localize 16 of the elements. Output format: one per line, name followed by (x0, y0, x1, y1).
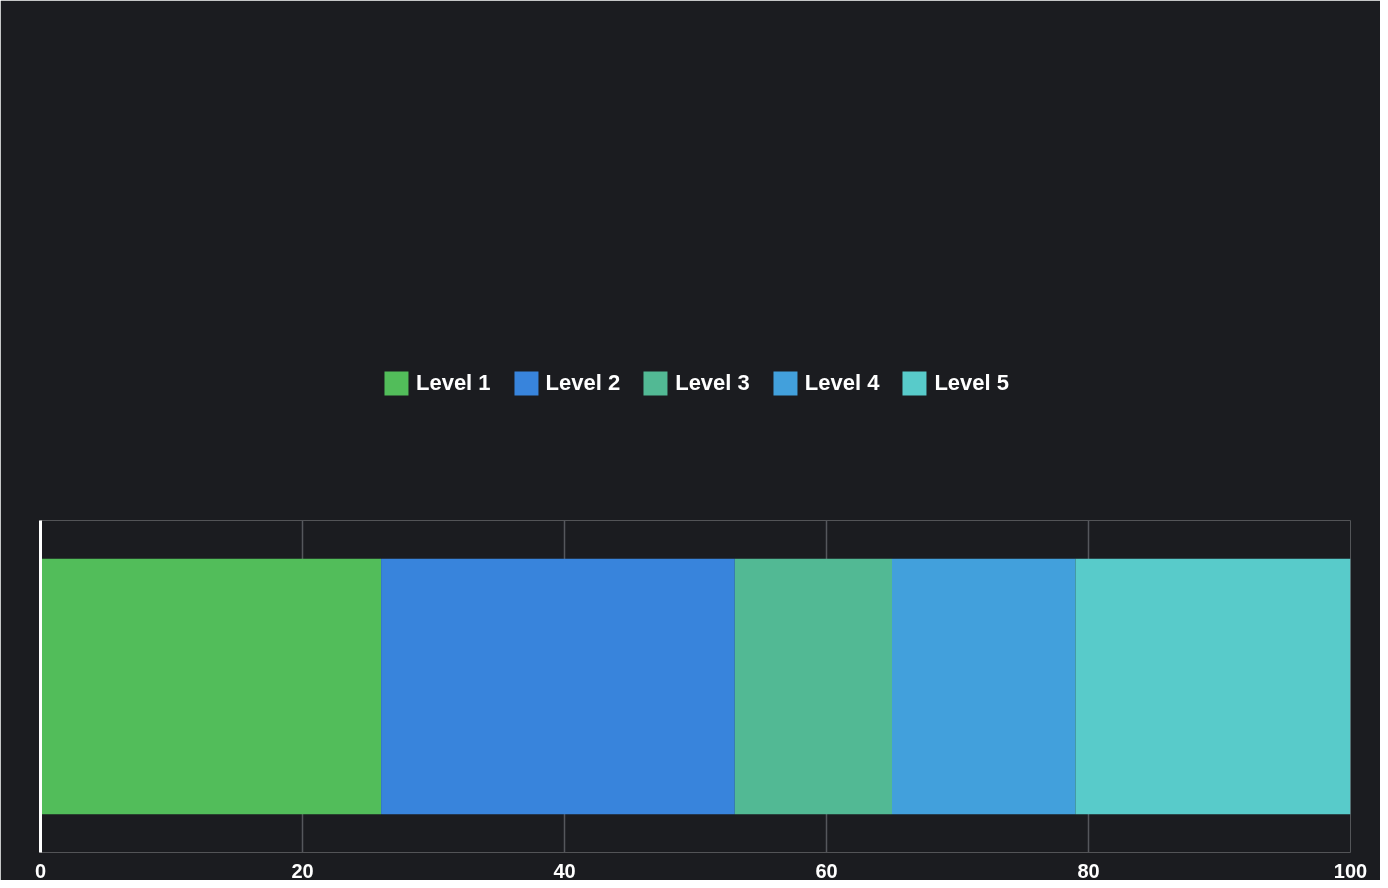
legend-label: Level 3 (675, 369, 750, 396)
bar (734, 558, 892, 815)
bar (381, 558, 735, 815)
x-tick-label: 20 (291, 859, 314, 882)
legend-label: Level 2 (545, 369, 621, 396)
legend-label: Level 4 (804, 369, 880, 396)
x-tick-label: 40 (553, 859, 576, 882)
x-tick-label: 0 (34, 859, 47, 882)
x-tick-label: 100 (1333, 859, 1368, 882)
bar (1075, 558, 1351, 815)
legend-label: Level 5 (934, 369, 1010, 396)
x-tick-label: 60 (815, 859, 838, 882)
legend-label: Level 1 (415, 369, 491, 396)
bar (892, 558, 1076, 815)
x-tick-label: 80 (1077, 859, 1100, 882)
bar (40, 558, 382, 815)
